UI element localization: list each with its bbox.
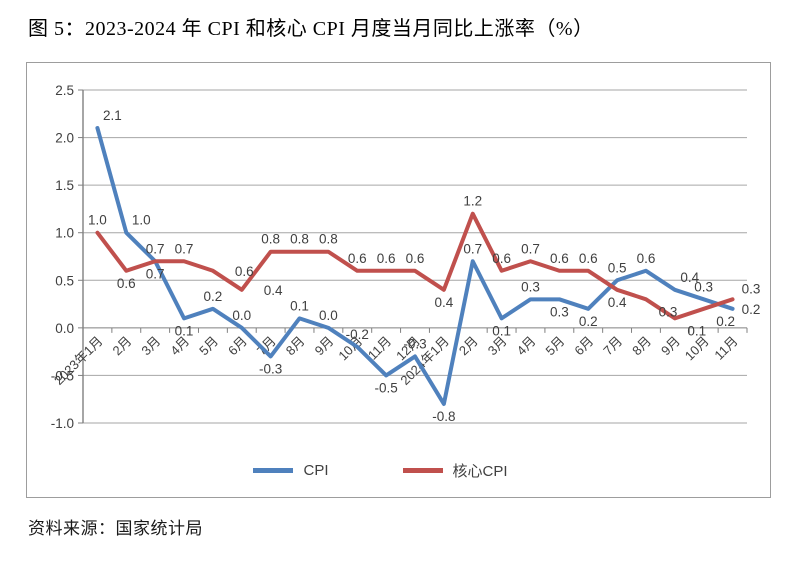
core-cpi-data-label: 0.3 — [659, 304, 678, 319]
cpi-line-series[interactable] — [95, 126, 735, 406]
core-cpi-data-label: 0.7 — [146, 241, 165, 256]
cpi-data-label: 1.0 — [132, 213, 151, 228]
x-axis-tick-label: 2023年1月 — [51, 333, 106, 388]
core-cpi-data-label: 0.2 — [716, 314, 735, 329]
x-axis-tick-label: 9月 — [658, 333, 683, 358]
core-cpi-data-label: 1.2 — [463, 194, 482, 209]
source-note: 资料来源：国家统计局 — [28, 519, 203, 538]
chart-frame: 2.5 2.0 1.5 1.0 0.5 0.0 -0.5 -1.0 2023年1月 2月 3月 4月 5… — [26, 62, 771, 498]
cpi-data-label: -0.3 — [259, 361, 282, 376]
x-axis-tick-label: 5月 — [196, 333, 221, 358]
core-cpi-data-label: 0.1 — [687, 323, 706, 338]
cpi-data-label: 0.2 — [742, 302, 761, 317]
core-cpi-data-label: 0.4 — [264, 283, 283, 298]
legend-item-cpi[interactable]: CPI — [253, 460, 329, 481]
cpi-data-label: 0.0 — [319, 308, 338, 323]
core-cpi-data-label: 0.6 — [348, 251, 367, 266]
core-cpi-data-label: 0.8 — [319, 232, 338, 247]
y-axis-tick-label: -0.5 — [51, 368, 74, 383]
x-axis-tick-label: 11月 — [711, 333, 740, 362]
cpi-data-label: 0.2 — [204, 289, 223, 304]
cpi-data-label: 0.3 — [550, 304, 569, 319]
core-cpi-data-label: 0.6 — [406, 251, 425, 266]
core-cpi-data-label: 0.7 — [521, 241, 540, 256]
cpi-data-label: 0.6 — [637, 251, 656, 266]
cpi-legend-swatch-icon — [253, 468, 294, 473]
legend-item-core-cpi[interactable]: 核心CPI — [402, 460, 508, 481]
chart-title: 图 5：2023-2024 年 CPI 和核心 CPI 月度当月同比上涨率（%） — [28, 18, 594, 40]
cpi-data-label: 0.5 — [608, 260, 627, 275]
core-cpi-data-label: 0.3 — [742, 281, 761, 296]
x-axis-tick-label: 6月 — [571, 333, 596, 358]
x-axis-tick-label: 5月 — [543, 333, 568, 358]
x-axis-tick-label: 9月 — [312, 333, 337, 358]
cpi-data-label: -0.5 — [374, 380, 397, 395]
cpi-data-label: 0.3 — [521, 279, 540, 294]
core-cpi-data-label: 0.6 — [235, 264, 254, 279]
core-cpi-data-label: 0.7 — [175, 241, 194, 256]
x-axis-tick-label: 7月 — [600, 333, 625, 358]
core-cpi-line-series[interactable] — [95, 211, 735, 321]
core-cpi-data-label: 0.4 — [434, 295, 453, 310]
cpi-legend-label: CPI — [303, 462, 329, 479]
cpi-data-label: -0.8 — [432, 409, 455, 424]
core-cpi-data-label: 1.0 — [88, 213, 107, 228]
y-axis-tick-label: 1.5 — [55, 178, 74, 193]
core-cpi-data-label: 0.8 — [261, 232, 280, 247]
y-axis-tick-label: 2.0 — [55, 131, 74, 146]
chart-legend: CPI 核心CPI — [9, 460, 752, 481]
x-axis-tick-label: 6月 — [225, 333, 250, 358]
cpi-data-label: 0.7 — [463, 241, 482, 256]
core-cpi-data-label: 0.4 — [608, 295, 627, 310]
cpi-data-label: -0.3 — [403, 336, 426, 351]
x-axis-tick-label: 4月 — [514, 333, 539, 358]
cpi-data-label: 0.3 — [694, 279, 713, 294]
cpi-data-label: 0.4 — [680, 270, 699, 285]
cpi-data-label: 0.7 — [146, 266, 165, 281]
x-axis-tick-label: 2月 — [456, 333, 481, 358]
x-axis-tick-label: 2月 — [110, 333, 135, 358]
y-axis-tick-label: 1.0 — [55, 226, 74, 241]
cpi-data-label: 0.0 — [232, 308, 251, 323]
y-axis-tick-label: 0.0 — [55, 321, 74, 336]
core-cpi-legend-label: 核心CPI — [452, 463, 508, 480]
core-cpi-data-label: 0.6 — [579, 251, 598, 266]
core-cpi-legend-swatch-icon — [402, 468, 443, 473]
cpi-data-label: 0.2 — [579, 314, 598, 329]
y-axis-tick-label: 2.5 — [55, 83, 74, 98]
core-cpi-data-label: 0.6 — [550, 251, 569, 266]
core-cpi-data-label: 0.6 — [377, 251, 396, 266]
x-axis-tick-label: 3月 — [138, 333, 163, 358]
cpi-data-label: -0.2 — [346, 327, 369, 342]
cpi-data-label: 0.1 — [290, 298, 309, 313]
core-cpi-data-label: 0.6 — [492, 251, 511, 266]
core-cpi-data-label: 0.8 — [290, 232, 309, 247]
y-axis-tick-label: 0.5 — [55, 273, 74, 288]
cpi-data-label: 0.1 — [175, 323, 194, 338]
x-axis-tick-label: 8月 — [629, 333, 654, 358]
core-cpi-data-label: 0.6 — [117, 276, 136, 291]
cpi-data-label: 2.1 — [103, 108, 122, 123]
y-axis-tick-label: -1.0 — [51, 416, 74, 431]
cpi-data-label: 0.1 — [492, 323, 511, 338]
